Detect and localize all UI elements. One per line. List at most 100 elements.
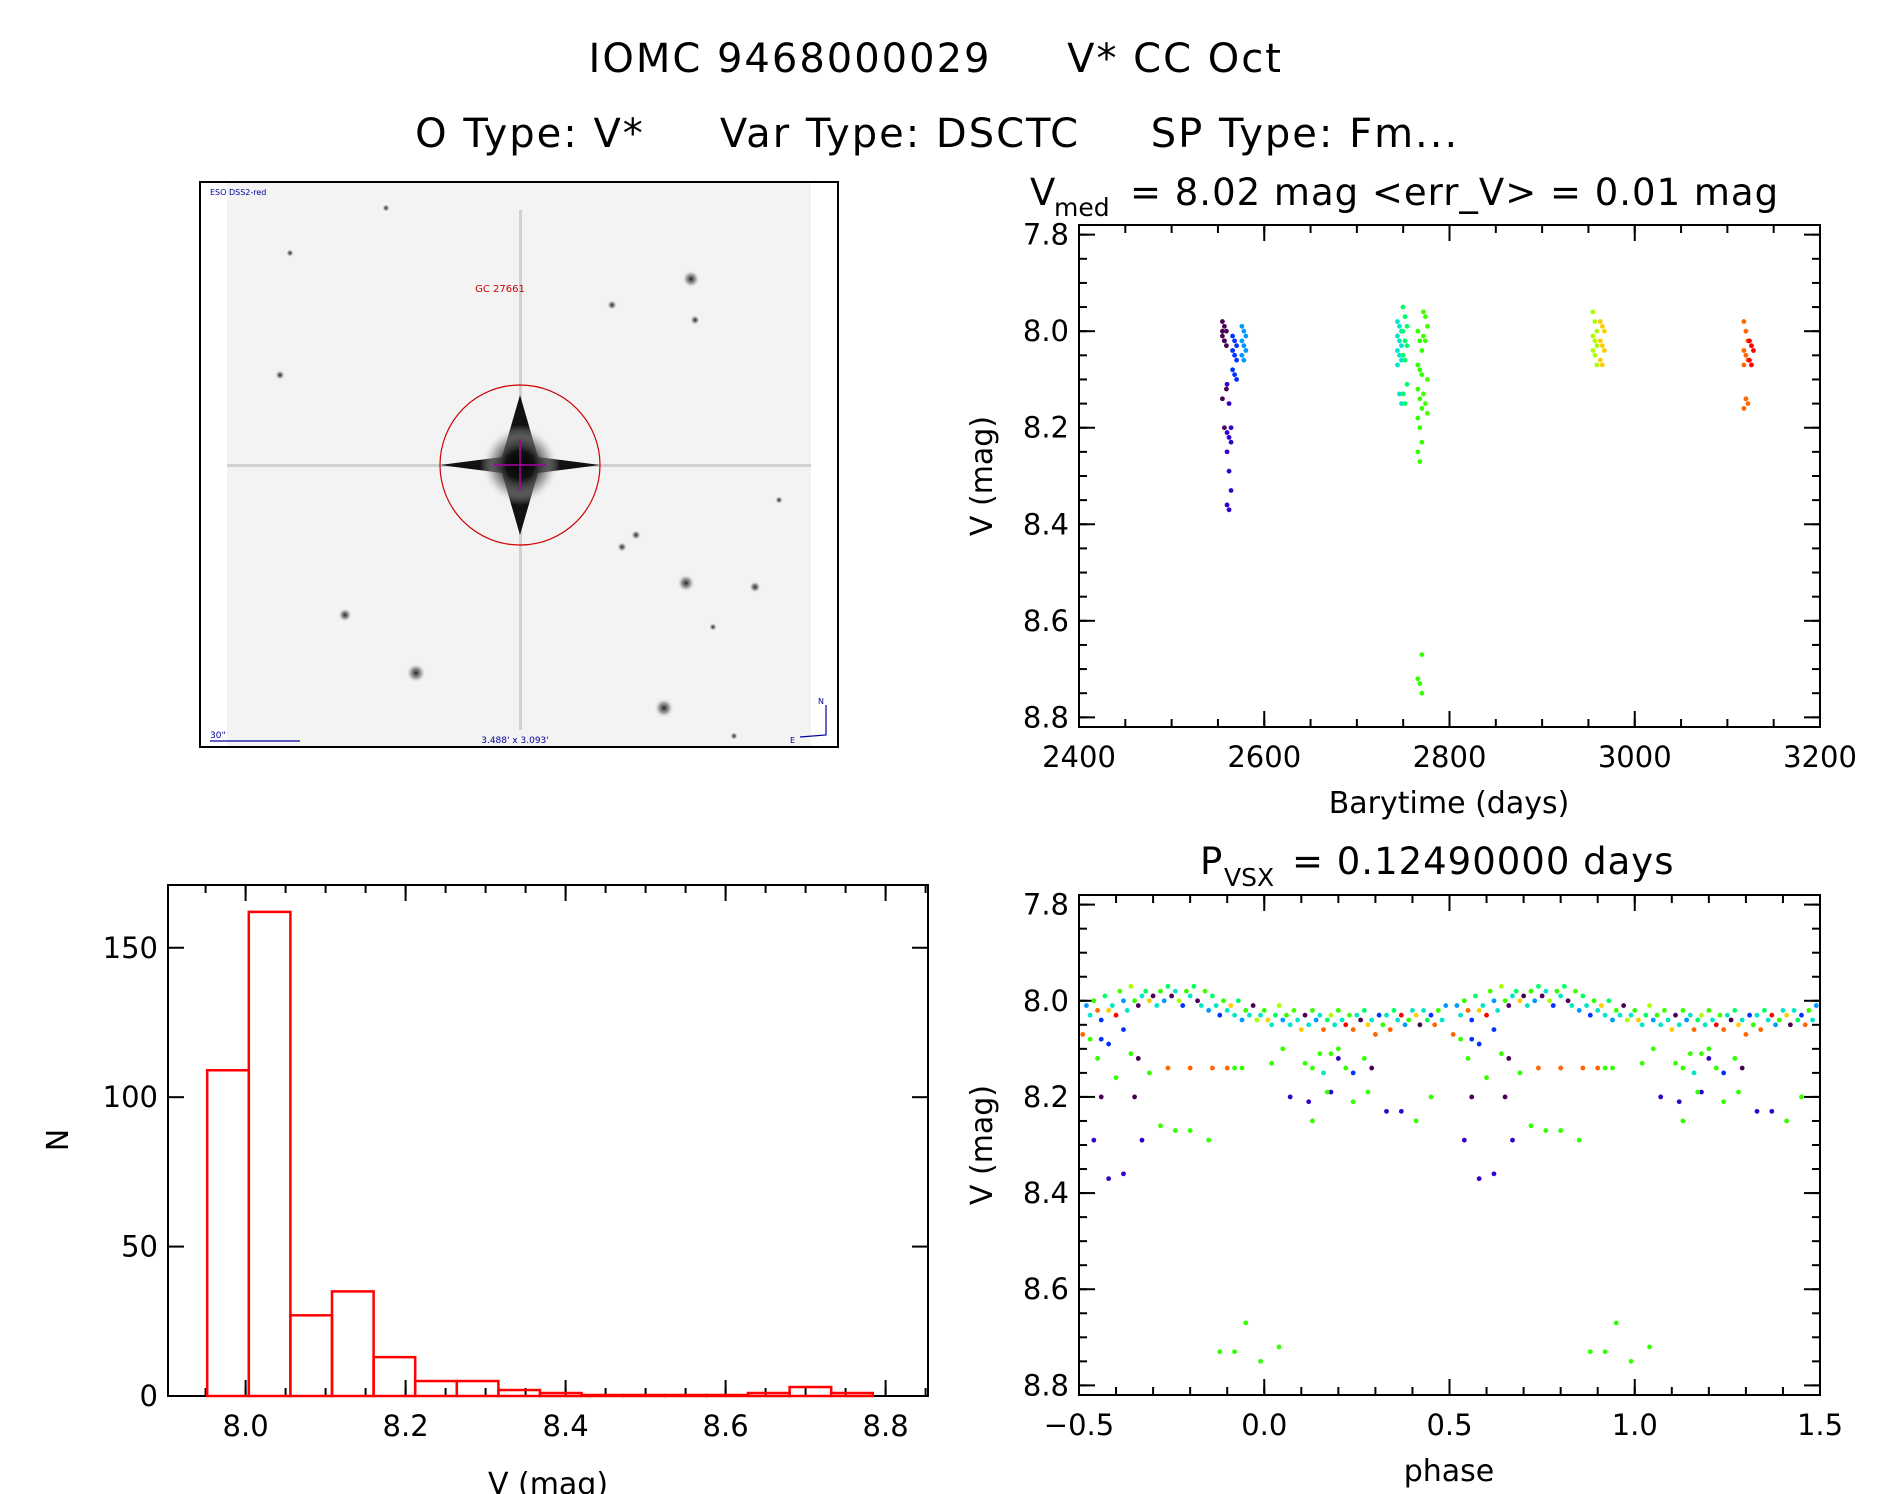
lc-point <box>1402 314 1408 320</box>
phase-point <box>1469 1094 1475 1100</box>
phase-point <box>1135 1056 1141 1061</box>
phase-point <box>1306 1099 1312 1105</box>
lc-point <box>1419 652 1425 657</box>
phase-point <box>1550 1003 1556 1008</box>
phase-point <box>1387 1027 1393 1033</box>
phase-point <box>1576 1137 1582 1143</box>
phase-point <box>1584 1003 1589 1008</box>
lc-point <box>1419 690 1425 696</box>
y-tick-label: 8.2 <box>1023 1080 1069 1114</box>
lc-point <box>1395 362 1400 368</box>
phase-point <box>1539 993 1545 999</box>
histogram-bar <box>247 910 292 1398</box>
phase-point <box>1087 1012 1093 1018</box>
lc-point <box>1404 381 1410 387</box>
lc-point <box>1397 391 1402 397</box>
phase-point <box>1473 993 1478 999</box>
phase-point <box>1706 1046 1712 1052</box>
phase-point <box>1602 1349 1608 1355</box>
lc-point <box>1590 309 1596 315</box>
scale-label: 30" <box>210 731 226 741</box>
lc-point <box>1601 348 1607 353</box>
lc-point <box>1395 348 1400 353</box>
histogram-bar <box>413 1379 459 1398</box>
phase-point <box>1287 1094 1293 1100</box>
phase-point <box>1187 1065 1193 1071</box>
phase-point <box>1091 998 1097 1004</box>
phase-point <box>1506 1056 1512 1061</box>
phase-point <box>1121 998 1126 1004</box>
phase-point <box>1676 1099 1682 1105</box>
histogram-bar <box>746 1391 791 1398</box>
phase-point <box>1558 1065 1564 1071</box>
phase-point <box>1128 983 1134 989</box>
phase-point <box>1428 1012 1434 1018</box>
y-tick-label: 8.2 <box>1023 411 1069 445</box>
phase-point <box>1476 1007 1482 1013</box>
compass-icon <box>799 705 827 738</box>
lc-point <box>1400 352 1406 358</box>
y-tick-label: 8.0 <box>1023 984 1069 1018</box>
phase-point <box>1350 1070 1356 1076</box>
object-label: GC 27661 <box>475 284 525 295</box>
phase-point <box>1610 1065 1615 1071</box>
phase-point <box>1087 1036 1093 1042</box>
lc-point <box>1415 449 1421 455</box>
phase-point <box>1739 1065 1745 1071</box>
phase-point <box>1610 1017 1615 1023</box>
phase-point <box>1124 1007 1130 1013</box>
phase-point <box>1146 1070 1152 1076</box>
lc-point <box>1404 343 1410 349</box>
phase-point <box>1209 1065 1215 1071</box>
phase-point <box>1754 1012 1760 1018</box>
lc-point <box>1592 352 1598 358</box>
lc-point <box>1239 338 1245 344</box>
phase-point <box>1269 1060 1275 1066</box>
phase-point <box>1206 1137 1212 1143</box>
phase-point <box>1384 1012 1389 1018</box>
phase-point <box>1624 1017 1630 1023</box>
phase-point <box>1569 1003 1575 1008</box>
phase-point <box>1135 1003 1141 1008</box>
field-stars <box>275 204 783 740</box>
x-tick-label: 8.4 <box>543 1409 589 1443</box>
phase-point <box>1595 1065 1601 1071</box>
phase-point <box>1350 1027 1356 1033</box>
phase-point <box>1365 1089 1371 1095</box>
phase-point <box>1484 1075 1489 1081</box>
phase-point <box>1513 988 1519 994</box>
phase-point <box>1728 1017 1734 1023</box>
lc-point <box>1592 338 1598 344</box>
lc-point <box>1745 401 1751 406</box>
lc-point <box>1397 323 1402 329</box>
phase-point <box>1176 998 1182 1004</box>
lc-point <box>1597 338 1603 344</box>
phase-point <box>1117 988 1123 994</box>
phase-point <box>1491 998 1497 1004</box>
phase-point <box>1732 1007 1738 1013</box>
phase-point <box>1195 998 1200 1004</box>
phase-point <box>1699 1089 1704 1095</box>
phase-point <box>1354 1012 1360 1018</box>
lc-point <box>1421 391 1426 397</box>
phase-point <box>1476 1176 1482 1182</box>
lc-point <box>1395 333 1400 339</box>
phase-point <box>1128 1051 1134 1057</box>
phase-point <box>1113 1075 1119 1081</box>
north-label: N <box>818 697 824 706</box>
histogram-bar <box>289 1314 334 1398</box>
phase-point <box>1758 1027 1764 1033</box>
phase-point <box>1680 1118 1686 1124</box>
lc-point <box>1400 304 1406 310</box>
lc-point <box>1220 333 1225 339</box>
phase-point <box>1335 1007 1341 1013</box>
y-tick-label: 150 <box>103 931 158 965</box>
lc-point <box>1594 328 1600 334</box>
phase-point <box>1258 1012 1263 1018</box>
phase-point <box>1098 1036 1104 1042</box>
lc-point <box>1399 357 1404 363</box>
ph-xlabel: phase <box>1404 1454 1495 1489</box>
plot-axes-frame <box>1078 224 1821 728</box>
phase-point <box>1328 1012 1334 1018</box>
